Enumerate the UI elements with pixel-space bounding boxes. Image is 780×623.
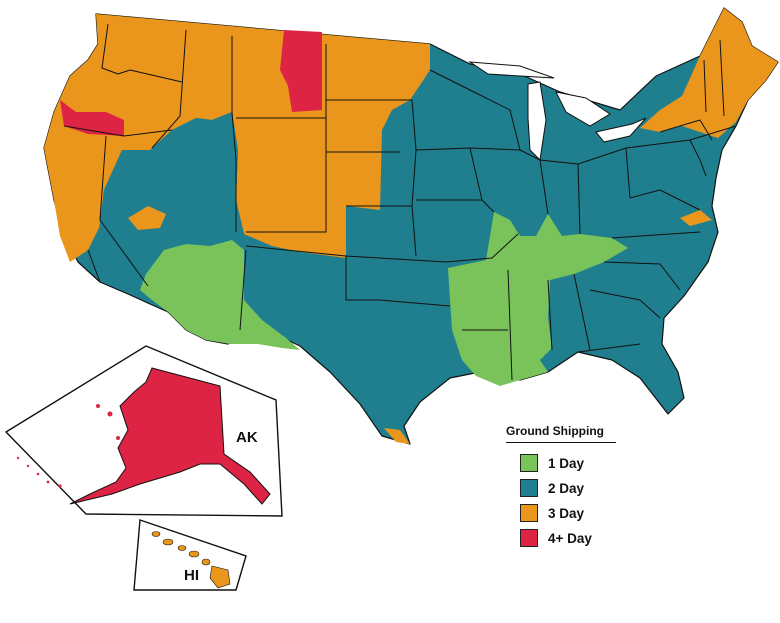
hawaii-inset: HI: [133, 519, 247, 591]
zone-3day-nevada-blob: [128, 206, 166, 230]
state-borders: [63, 23, 737, 381]
alaska-label: AK: [236, 429, 258, 446]
legend-item: 4+ Day: [506, 528, 616, 548]
legend-swatch: [520, 504, 538, 522]
zone-3day-virginia-spot: [680, 210, 712, 226]
zone-1day-mid-south: [448, 212, 628, 386]
legend-label: 2 Day: [548, 480, 585, 496]
legend-item: 3 Day: [506, 503, 616, 523]
hawaii-label: HI: [184, 567, 199, 584]
zone-2day-great-basin: [98, 112, 244, 272]
legend-swatch: [520, 479, 538, 497]
hawaii-islands: [151, 531, 231, 589]
legend-item: 1 Day: [506, 453, 616, 473]
zone-3day-northwest: [44, 14, 430, 262]
legend-label: 4+ Day: [548, 530, 592, 546]
zone-4day-oregon-coast: [60, 100, 124, 136]
legend: Ground Shipping 1 Day 2 Day 3 Day 4+ Day: [506, 424, 616, 553]
legend-item: 2 Day: [506, 478, 616, 498]
zone-4day-wyoming-montana: [280, 30, 322, 112]
zone-3day-texas-tip: [384, 428, 410, 444]
legend-swatch: [520, 454, 538, 472]
alaska-inset: AK: [4, 345, 283, 517]
zone-3day-northeast: [640, 8, 778, 138]
aleutian-islands: [16, 404, 120, 488]
zone-1day-southwest: [140, 240, 300, 350]
legend-label: 1 Day: [548, 455, 585, 471]
alaska-shape: [69, 367, 271, 505]
great-lakes: [468, 61, 647, 162]
legend-label: 3 Day: [548, 505, 585, 521]
legend-title: Ground Shipping: [506, 424, 616, 443]
legend-swatch: [520, 529, 538, 547]
legend-items: 1 Day 2 Day 3 Day 4+ Day: [506, 453, 616, 548]
